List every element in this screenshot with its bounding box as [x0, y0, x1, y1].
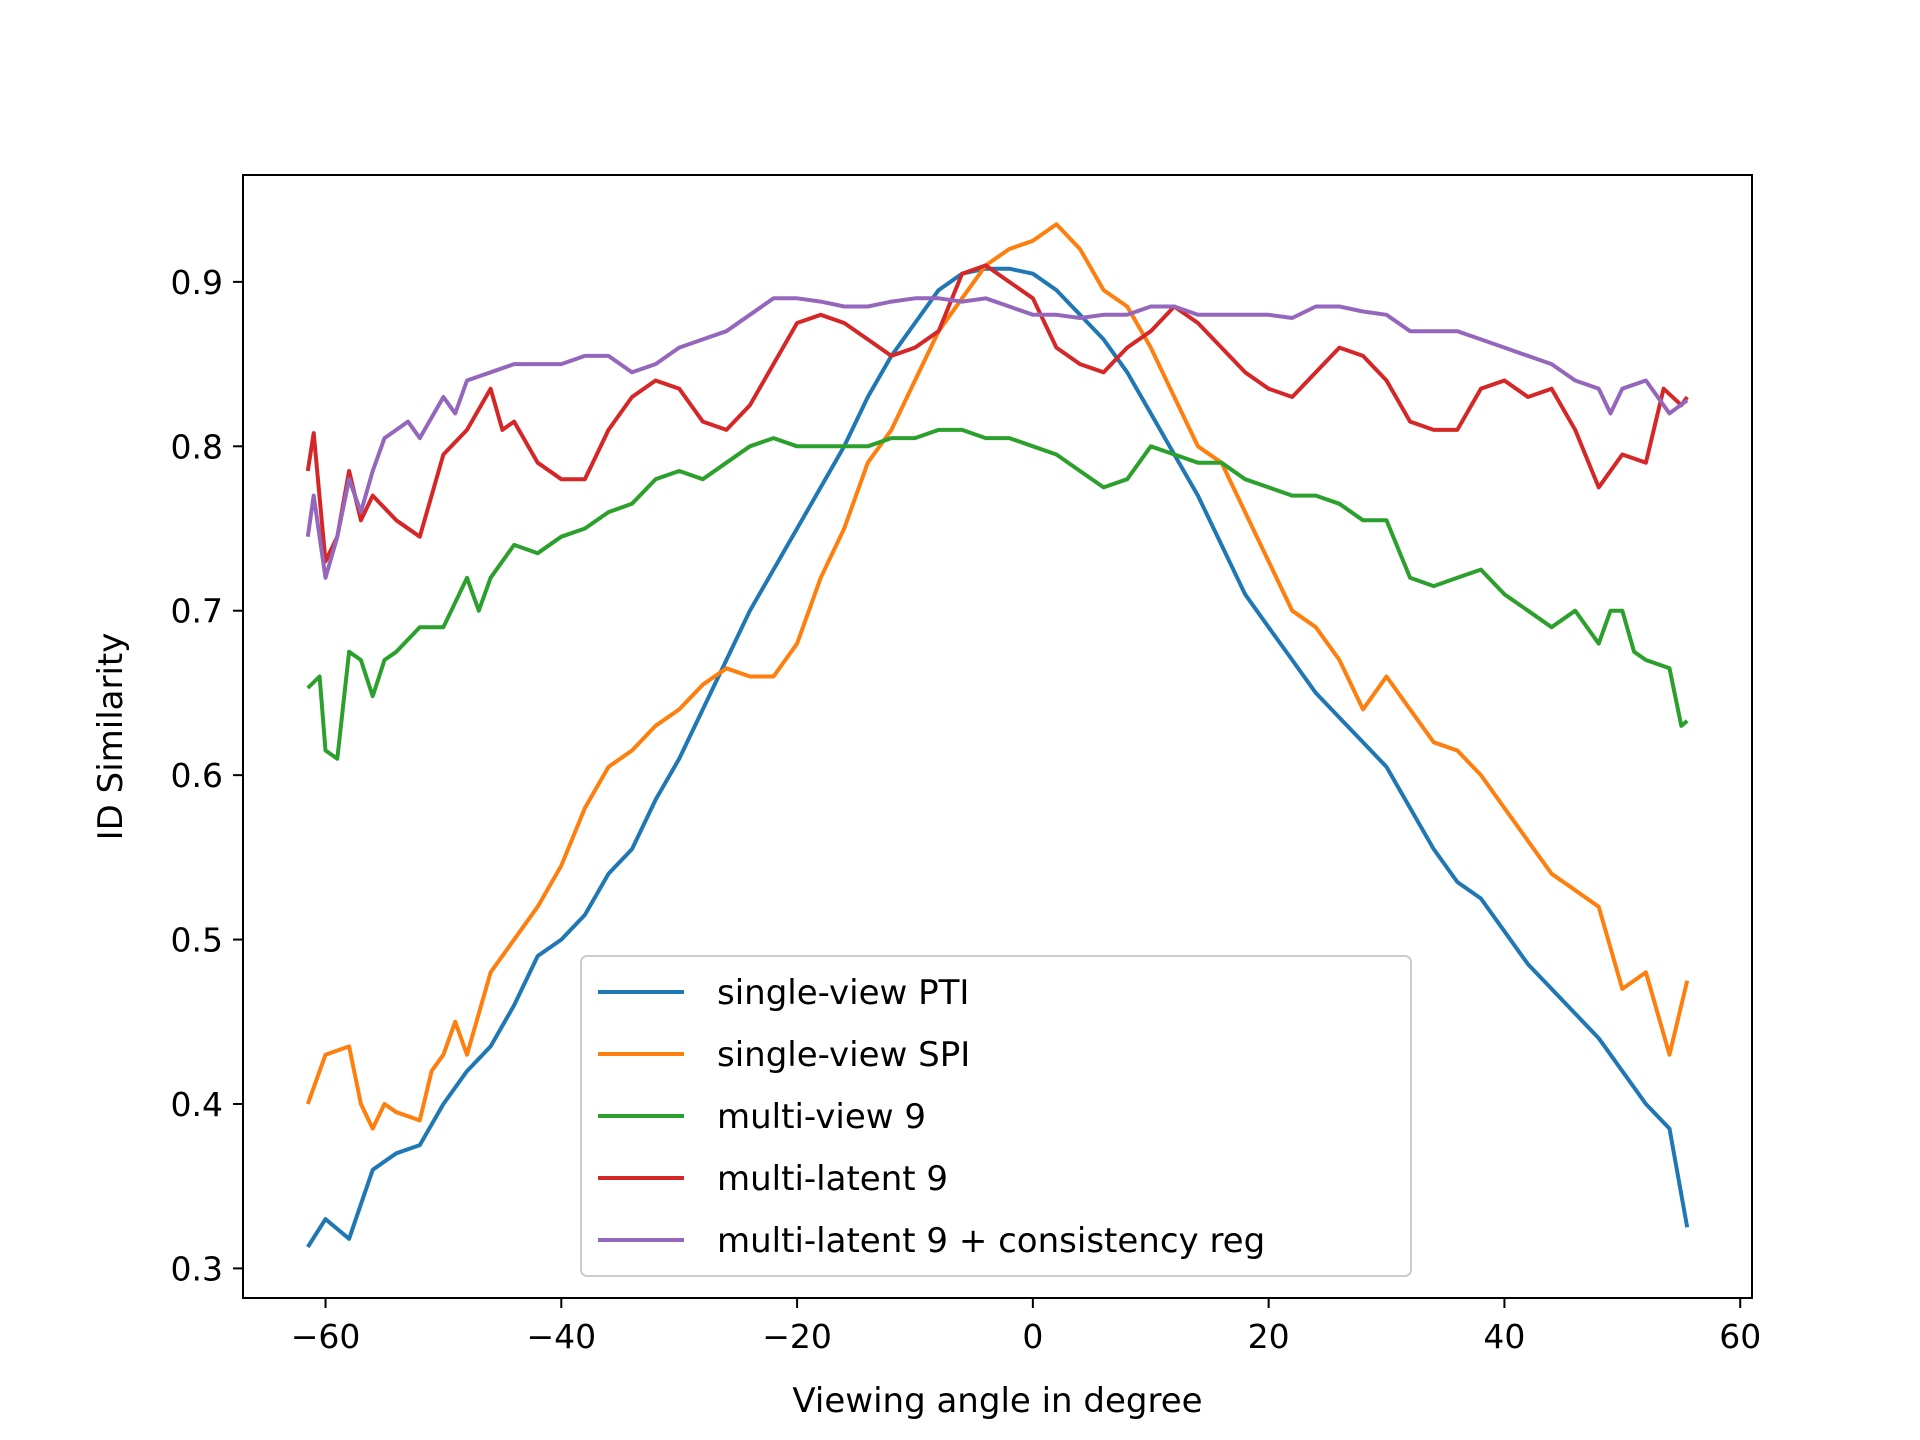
legend-label: multi-view 9: [717, 1097, 926, 1137]
y-tick-label: 0.7: [171, 592, 223, 631]
series-line-3: [306, 427, 1689, 761]
legend-label: multi-latent 9: [717, 1159, 948, 1199]
x-tick-label: −20: [762, 1317, 832, 1356]
legend-box: [580, 955, 1412, 1277]
x-tick-label: −60: [291, 1317, 361, 1356]
y-tick-label: 0.3: [171, 1249, 223, 1288]
series-lines: [305, 222, 1690, 1249]
series-line-1: [306, 266, 1690, 1249]
x-tick-label: 40: [1483, 1317, 1525, 1356]
x-axis: −60 −40 −20 0 20 40 60: [291, 1298, 1761, 1356]
x-tick-label: 60: [1719, 1317, 1761, 1356]
x-tick-label: 20: [1248, 1317, 1290, 1356]
y-tick-label: 0.5: [171, 921, 223, 960]
y-tick-label: 0.9: [171, 263, 223, 302]
legend-label: multi-latent 9 + consistency reg: [717, 1221, 1265, 1261]
y-tick-label: 0.8: [171, 427, 223, 466]
y-axis: 0.3 0.4 0.5 0.6 0.7 0.8 0.9: [171, 263, 243, 1288]
y-axis-label: ID Similarity: [91, 633, 131, 841]
legend-label: single-view SPI: [717, 1035, 970, 1075]
series-line-4: [305, 263, 1689, 564]
series-line-2: [305, 222, 1690, 1131]
y-tick-label: 0.6: [171, 756, 223, 795]
axes-frame: [242, 174, 1753, 1299]
series-line-5: [305, 296, 1689, 580]
x-tick-label: 0: [1022, 1317, 1043, 1356]
legend-label: single-view PTI: [717, 973, 969, 1013]
legend: single-view PTI single-view SPI multi-view…: [580, 955, 1412, 1277]
x-tick-label: −40: [526, 1317, 596, 1356]
y-tick-label: 0.4: [171, 1085, 223, 1124]
x-axis-label: Viewing angle in degree: [792, 1381, 1202, 1421]
